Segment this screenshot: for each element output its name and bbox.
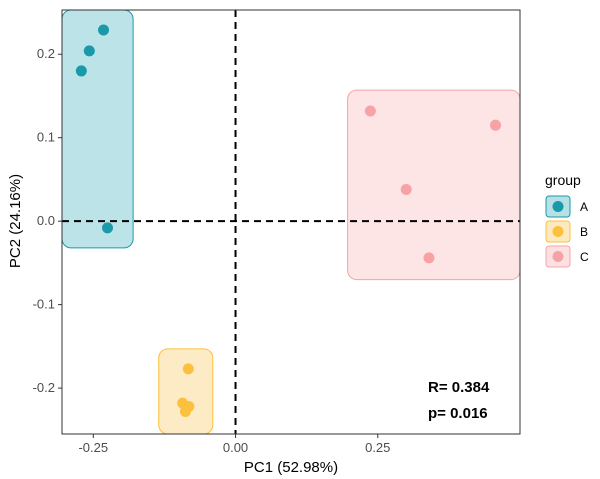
- y-tick-label: 0.2: [37, 46, 55, 61]
- y-tick-label: 0.1: [37, 130, 55, 145]
- point-C-2: [490, 119, 502, 131]
- point-A-2: [83, 45, 95, 57]
- y-axis: -0.2 -0.1 0.0 0.1 0.2: [33, 46, 62, 395]
- x-tick-label: 0.25: [365, 440, 390, 455]
- y-tick-label: -0.1: [33, 297, 55, 312]
- y-tick-label: -0.2: [33, 380, 55, 395]
- group-box-C: [347, 89, 521, 281]
- legend-label-B: B: [580, 225, 588, 239]
- legend-dot-A: [552, 201, 564, 212]
- point-B-4: [179, 405, 191, 417]
- point-C-3: [400, 183, 412, 195]
- stat-r: R= 0.384: [428, 379, 490, 396]
- legend-dot-C: [552, 251, 564, 262]
- legend: ABC: [545, 195, 589, 268]
- legend-label-C: C: [580, 250, 589, 264]
- point-A-1: [98, 24, 110, 36]
- point-C-1: [364, 105, 376, 117]
- legend-dot-B: [552, 226, 564, 237]
- group-box-B: [158, 348, 214, 435]
- x-tick-label: 0.00: [223, 440, 248, 455]
- reference-lines: [62, 10, 520, 434]
- data-points: [75, 24, 502, 417]
- point-A-4: [102, 222, 114, 234]
- y-tick-label: 0.0: [37, 213, 55, 228]
- point-A-3: [75, 65, 87, 77]
- x-axis: -0.25 0.00 0.25: [78, 434, 390, 455]
- point-C-4: [423, 252, 435, 264]
- x-axis-title: PC1 (52.98%): [244, 459, 338, 476]
- legend-title: group: [545, 172, 581, 188]
- plot-panel-border: [61, 9, 521, 435]
- group-box-A: [61, 9, 134, 249]
- point-B-1: [182, 363, 194, 375]
- legend-label-A: A: [580, 200, 588, 214]
- x-tick-label: -0.25: [78, 440, 108, 455]
- stat-p: p= 0.016: [428, 405, 488, 422]
- y-axis-title: PC2 (24.16%): [7, 174, 24, 268]
